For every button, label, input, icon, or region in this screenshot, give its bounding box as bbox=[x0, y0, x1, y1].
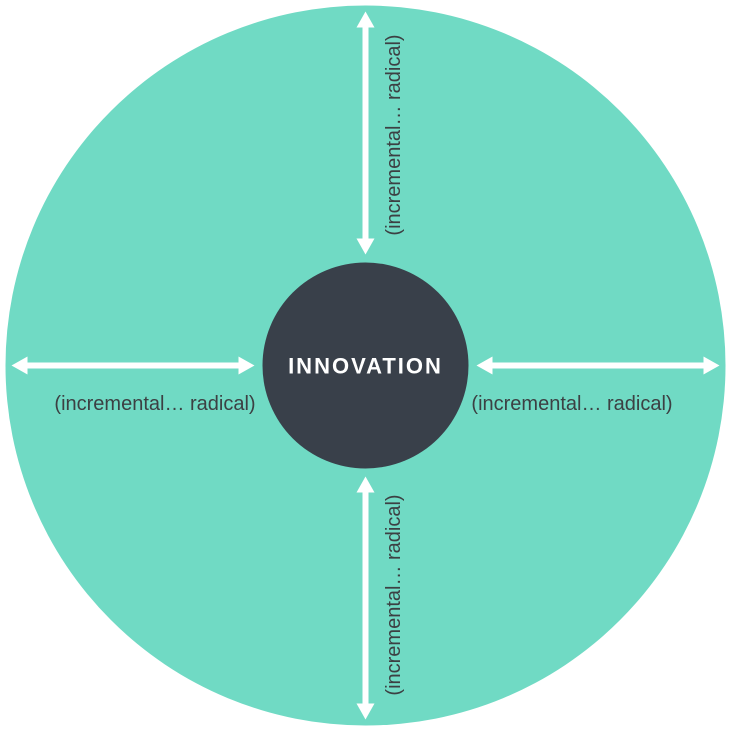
center-label: INNOVATION bbox=[288, 353, 443, 378]
axis-label-bottom: (incremental… radical) bbox=[383, 494, 405, 695]
innovation-diagram: (incremental… radical) (incremental… rad… bbox=[0, 0, 731, 731]
axis-label-right: (incremental… radical) bbox=[471, 393, 672, 415]
diagram-svg: (incremental… radical) (incremental… rad… bbox=[0, 0, 731, 731]
axis-label-left: (incremental… radical) bbox=[54, 393, 255, 415]
axis-label-top: (incremental… radical) bbox=[383, 34, 405, 235]
